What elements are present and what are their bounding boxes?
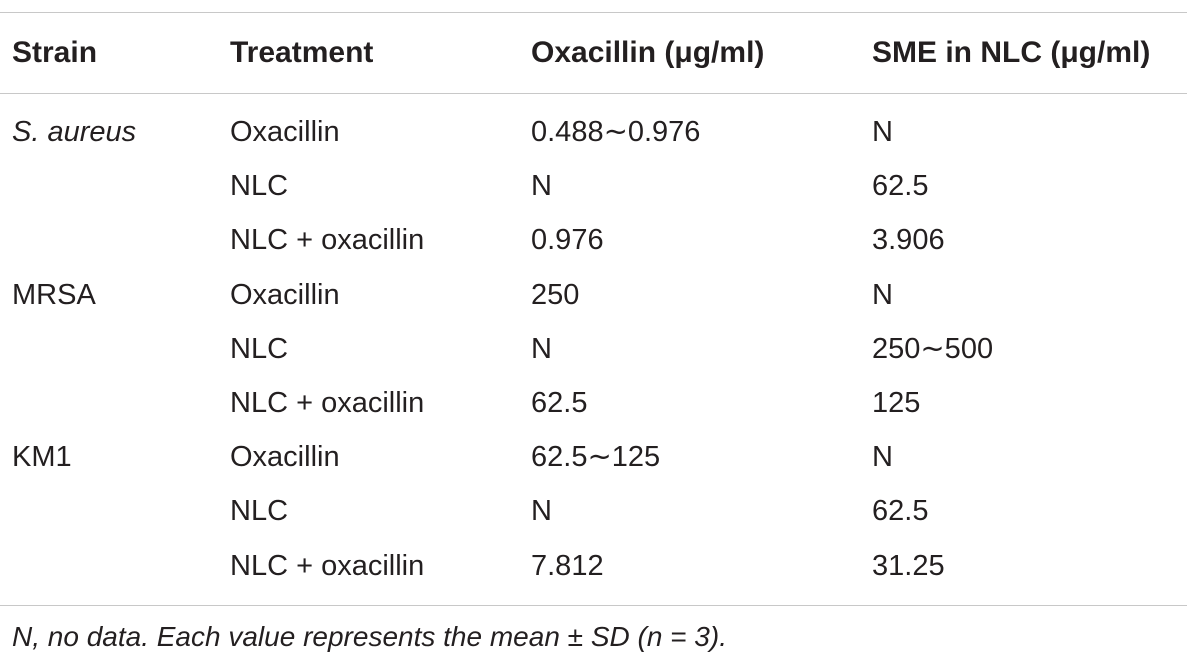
cell-oxacillin: N — [531, 495, 552, 528]
cell-oxacillin: N — [531, 170, 552, 203]
bottom-rule — [0, 605, 1187, 606]
table-row: MRSA Oxacillin 250 N — [0, 270, 1200, 324]
cell-strain: MRSA — [12, 278, 96, 311]
cell-sme: N — [872, 441, 893, 474]
cell-treatment: Oxacillin — [230, 116, 340, 148]
top-rule — [0, 12, 1187, 13]
cell-oxacillin: 0.488∼0.976 — [531, 116, 701, 148]
table-header-row: Strain Treatment Oxacillin (μg/ml) SME i… — [0, 28, 1200, 78]
cell-treatment: NLC — [230, 495, 289, 528]
cell-oxacillin: N — [531, 332, 552, 365]
header-treatment: Treatment — [230, 36, 374, 69]
table-row: NLC N 62.5 — [0, 161, 1200, 215]
cell-sme: N — [872, 116, 893, 148]
header-sme-in-nlc: SME in NLC (μg/ml) — [872, 36, 1151, 69]
table-row: KM1 Oxacillin 62.5∼125 N — [0, 432, 1200, 486]
table-body: S. aureus Oxacillin 0.488∼0.976 N NLC N … — [0, 107, 1200, 595]
cell-oxacillin: 62.5∼125 — [531, 441, 661, 474]
cell-oxacillin: 250 — [531, 278, 580, 311]
cell-treatment: NLC — [230, 332, 289, 365]
header-oxacillin: Oxacillin (μg/ml) — [531, 36, 765, 69]
cell-treatment: Oxacillin — [230, 278, 340, 311]
cell-treatment: NLC + oxacillin — [230, 386, 425, 419]
table-footnote: N, no data. Each value represents the me… — [12, 621, 727, 652]
header-strain: Strain — [12, 36, 98, 69]
cell-strain: KM1 — [12, 441, 72, 474]
cell-sme: N — [872, 278, 893, 311]
cell-treatment: NLC — [230, 170, 289, 203]
table-row: NLC + oxacillin 0.976 3.906 — [0, 215, 1200, 269]
table-row: NLC + oxacillin 62.5 125 — [0, 378, 1200, 432]
table-row: NLC N 62.5 — [0, 486, 1200, 540]
cell-oxacillin: 7.812 — [531, 549, 604, 582]
cell-sme: 62.5 — [872, 170, 929, 203]
cell-treatment: NLC + oxacillin — [230, 224, 425, 257]
cell-oxacillin: 62.5 — [531, 386, 588, 419]
cell-oxacillin: 0.976 — [531, 224, 604, 257]
table-row: NLC + oxacillin 7.812 31.25 — [0, 541, 1200, 595]
table-row: S. aureus Oxacillin 0.488∼0.976 N — [0, 107, 1200, 161]
cell-treatment: NLC + oxacillin — [230, 549, 425, 582]
header-rule — [0, 93, 1187, 94]
cell-strain: S. aureus — [12, 116, 137, 148]
cell-sme: 250∼500 — [872, 332, 994, 365]
cell-sme: 62.5 — [872, 495, 929, 528]
cell-sme: 3.906 — [872, 224, 945, 257]
table-row: NLC N 250∼500 — [0, 324, 1200, 378]
cell-sme: 31.25 — [872, 549, 945, 582]
cell-sme: 125 — [872, 386, 921, 419]
cell-treatment: Oxacillin — [230, 441, 340, 474]
